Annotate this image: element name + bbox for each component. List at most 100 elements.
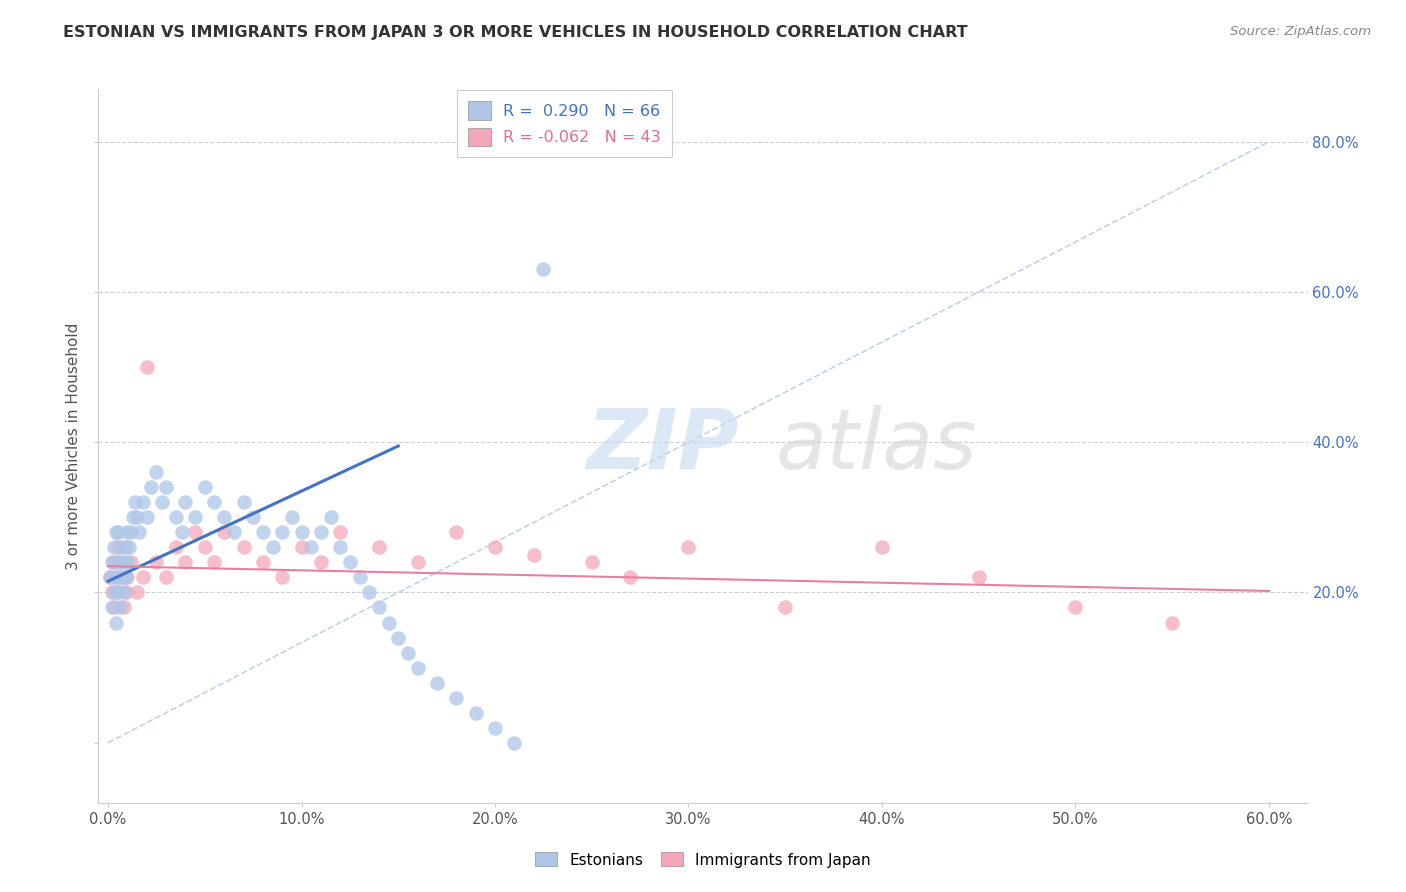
Point bbox=[107, 585, 129, 599]
Point bbox=[114, 585, 136, 599]
Point bbox=[252, 525, 274, 540]
Point bbox=[319, 510, 342, 524]
Point bbox=[108, 556, 131, 570]
Point bbox=[98, 570, 121, 584]
Point bbox=[204, 556, 226, 570]
Point bbox=[484, 721, 506, 735]
Point bbox=[107, 585, 129, 599]
Point bbox=[581, 556, 603, 570]
Point bbox=[103, 556, 125, 570]
Point bbox=[446, 690, 468, 705]
Point bbox=[290, 541, 312, 555]
Point bbox=[112, 556, 135, 570]
Point bbox=[174, 495, 197, 509]
Point bbox=[232, 541, 254, 555]
Point bbox=[111, 541, 134, 555]
Point bbox=[309, 525, 332, 540]
Point bbox=[112, 600, 135, 615]
Point bbox=[132, 495, 155, 509]
Point bbox=[101, 600, 124, 615]
Point bbox=[150, 495, 173, 509]
Point bbox=[120, 556, 142, 570]
Point bbox=[104, 570, 127, 584]
Point bbox=[271, 570, 294, 584]
Point bbox=[212, 510, 235, 524]
Point bbox=[101, 585, 124, 599]
Point bbox=[242, 510, 264, 524]
Point bbox=[98, 570, 121, 584]
Point bbox=[108, 570, 131, 584]
Point bbox=[184, 510, 207, 524]
Point bbox=[503, 736, 526, 750]
Point bbox=[446, 525, 468, 540]
Point bbox=[117, 570, 139, 584]
Point bbox=[329, 541, 352, 555]
Point bbox=[377, 615, 399, 630]
Point bbox=[145, 465, 167, 479]
Point bbox=[132, 570, 155, 584]
Point bbox=[135, 510, 157, 524]
Point bbox=[194, 480, 217, 494]
Point bbox=[103, 541, 125, 555]
Point bbox=[773, 600, 796, 615]
Point bbox=[103, 585, 125, 599]
Point bbox=[531, 262, 554, 277]
Point bbox=[870, 541, 893, 555]
Point bbox=[1064, 600, 1087, 615]
Point bbox=[107, 541, 129, 555]
Point bbox=[426, 675, 449, 690]
Point bbox=[406, 556, 429, 570]
Point bbox=[339, 556, 361, 570]
Point bbox=[112, 585, 135, 599]
Point bbox=[184, 525, 207, 540]
Point bbox=[262, 541, 284, 555]
Point bbox=[174, 556, 197, 570]
Point bbox=[107, 525, 129, 540]
Point bbox=[222, 525, 245, 540]
Point bbox=[127, 585, 149, 599]
Point bbox=[309, 556, 332, 570]
Point bbox=[111, 570, 134, 584]
Point bbox=[212, 525, 235, 540]
Point bbox=[406, 660, 429, 674]
Point bbox=[252, 556, 274, 570]
Point bbox=[484, 541, 506, 555]
Point bbox=[124, 495, 146, 509]
Point bbox=[349, 570, 371, 584]
Point bbox=[359, 585, 381, 599]
Point bbox=[368, 600, 391, 615]
Text: ESTONIAN VS IMMIGRANTS FROM JAPAN 3 OR MORE VEHICLES IN HOUSEHOLD CORRELATION CH: ESTONIAN VS IMMIGRANTS FROM JAPAN 3 OR M… bbox=[63, 25, 967, 40]
Point bbox=[139, 480, 162, 494]
Text: atlas: atlas bbox=[776, 406, 977, 486]
Point bbox=[165, 510, 187, 524]
Point bbox=[165, 541, 187, 555]
Point bbox=[678, 541, 700, 555]
Point bbox=[155, 480, 177, 494]
Point bbox=[111, 570, 134, 584]
Point bbox=[122, 510, 145, 524]
Point bbox=[271, 525, 294, 540]
Point bbox=[967, 570, 990, 584]
Point bbox=[619, 570, 641, 584]
Text: Source: ZipAtlas.com: Source: ZipAtlas.com bbox=[1230, 25, 1371, 38]
Point bbox=[464, 706, 486, 720]
Point bbox=[108, 600, 131, 615]
Point bbox=[170, 525, 193, 540]
Point bbox=[118, 541, 141, 555]
Point bbox=[128, 525, 150, 540]
Legend: Estonians, Immigrants from Japan: Estonians, Immigrants from Japan bbox=[530, 847, 876, 873]
Legend: R =  0.290   N = 66, R = -0.062   N = 43: R = 0.290 N = 66, R = -0.062 N = 43 bbox=[457, 90, 672, 157]
Point bbox=[114, 541, 136, 555]
Point bbox=[127, 510, 149, 524]
Point bbox=[523, 548, 546, 562]
Point bbox=[117, 556, 139, 570]
Point bbox=[290, 525, 312, 540]
Point bbox=[104, 615, 127, 630]
Point bbox=[103, 600, 125, 615]
Point bbox=[104, 525, 127, 540]
Y-axis label: 3 or more Vehicles in Household: 3 or more Vehicles in Household bbox=[66, 322, 82, 570]
Point bbox=[101, 556, 124, 570]
Point bbox=[135, 360, 157, 375]
Point bbox=[329, 525, 352, 540]
Point bbox=[281, 510, 304, 524]
